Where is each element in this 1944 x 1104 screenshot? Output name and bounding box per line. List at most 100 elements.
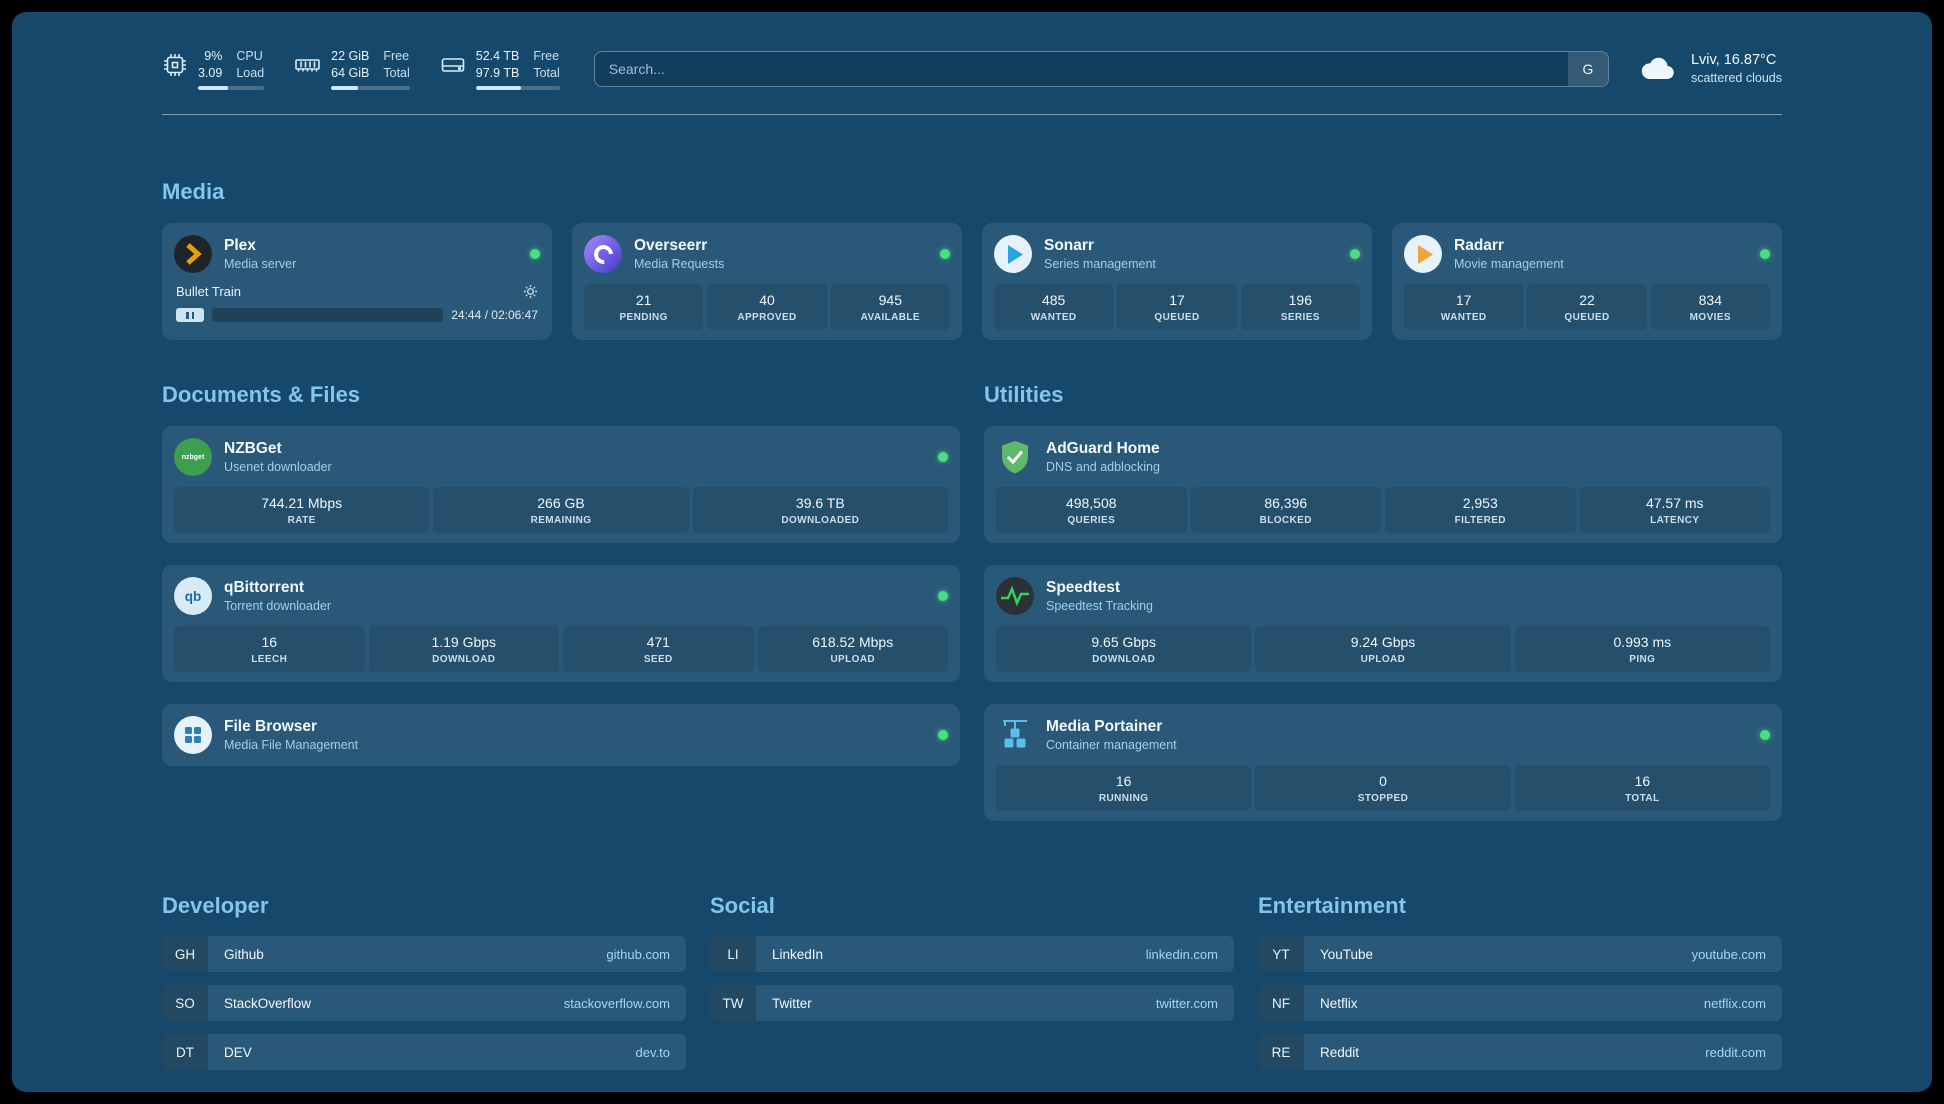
service-subtitle: Movie management (1454, 257, 1564, 271)
cpu-value: 9% (204, 49, 223, 63)
speedtest-icon (996, 577, 1034, 615)
service-name: NZBGet (224, 440, 282, 457)
service-card-sonarr[interactable]: Sonarr Series management 485 WANTED 17 QUE… (982, 223, 1372, 340)
stat-stopped: 0 STOPPED (1255, 765, 1511, 811)
bookmark-abbr: YT (1258, 936, 1304, 972)
status-dot (1760, 730, 1770, 740)
bookmark-name: Netflix (1320, 995, 1358, 1011)
bookmark-domain: stackoverflow.com (563, 995, 670, 1011)
disk-icon (440, 48, 466, 78)
service-subtitle: DNS and adblocking (1046, 460, 1160, 474)
status-dot (1350, 249, 1360, 259)
bookmark-group-title: Entertainment (1258, 893, 1406, 918)
bookmark-name: Github (224, 946, 264, 962)
disk-total-value: 97.9 TB (475, 66, 520, 80)
service-subtitle: Media server (224, 257, 297, 271)
memory-total-label: Total (383, 66, 410, 80)
cpu-progress-bar (198, 86, 265, 90)
bookmark-dev[interactable]: DT DEV dev.to (162, 1034, 686, 1070)
memory-free-label: Free (383, 49, 410, 63)
status-dot (530, 249, 540, 259)
stat-remaining: 266 GB REMAINING (433, 487, 689, 533)
service-card-qbittorrent[interactable]: qb qBittorrent Torrent downloader 16 LEEC… (162, 565, 960, 682)
service-subtitle: Media Requests (634, 257, 725, 271)
pause-icon[interactable] (176, 308, 204, 322)
service-card-radarr[interactable]: Radarr Movie management 17 WANTED 22 QUEUE… (1392, 223, 1782, 340)
dashboard-page: 9% 3.09 CPU Load (12, 12, 1932, 1092)
bookmark-linkedin[interactable]: LI LinkedIn linkedin.com (710, 936, 1234, 972)
bookmark-domain: linkedin.com (1145, 946, 1218, 962)
section-title-documents: Documents & Files (162, 382, 361, 407)
bookmark-abbr: RE (1258, 1034, 1304, 1070)
service-card-nzbget[interactable]: nzbget NZBGet Usenet downloader 744.21 M… (162, 426, 960, 543)
service-name: qBittorrent (224, 579, 305, 596)
now-playing-title: Bullet Train (176, 284, 242, 299)
adguard-icon (996, 438, 1034, 476)
bookmark-abbr: DT (162, 1034, 208, 1070)
stat-leech: 16 LEECH (174, 626, 365, 672)
service-card-filebrowser[interactable]: File Browser Media File Management (162, 704, 960, 766)
memory-icon (294, 48, 321, 78)
stat-movies: 834 MOVIES (1650, 284, 1770, 330)
service-card-overseerr[interactable]: Overseerr Media Requests 21 PENDING 40 APP… (572, 223, 962, 340)
memory-free-value: 22 GiB (331, 49, 370, 63)
portainer-icon (996, 716, 1034, 754)
stat-approved: 40 APPROVED (707, 284, 827, 330)
stat-queued: 22 QUEUED (1527, 284, 1647, 330)
service-subtitle: Usenet downloader (224, 460, 332, 474)
sonarr-icon (994, 235, 1032, 273)
cpu-load-value: 3.09 (198, 66, 223, 80)
bookmark-abbr: NF (1258, 985, 1304, 1021)
top-bar: 9% 3.09 CPU Load (162, 42, 1782, 96)
nzbget-icon: nzbget (174, 438, 212, 476)
bookmark-stackoverflow[interactable]: SO StackOverflow stackoverflow.com (162, 985, 686, 1021)
bookmark-abbr: LI (710, 936, 756, 972)
radarr-icon (1404, 235, 1442, 273)
service-card-plex[interactable]: Plex Media server Bullet Train 24:44 / 0… (162, 223, 552, 340)
stat-blocked: 86,396 BLOCKED (1190, 487, 1381, 533)
weather-condition: scattered clouds (1690, 71, 1782, 85)
weather-widget: Lviv, 16.87°C scattered clouds (1637, 51, 1782, 87)
topbar-divider (162, 114, 1782, 115)
stat-filtered: 2,953 FILTERED (1385, 487, 1576, 533)
service-card-adguard[interactable]: AdGuard Home DNS and adblocking 498,508 Q… (984, 426, 1782, 543)
stat-downloaded: 39.6 TB DOWNLOADED (692, 487, 948, 533)
overseerr-icon (584, 235, 622, 273)
service-card-speedtest[interactable]: Speedtest Speedtest Tracking 9.65 Gbps DO… (984, 565, 1782, 682)
bookmark-youtube[interactable]: YT YouTube youtube.com (1258, 936, 1782, 972)
stat-queued: 17 QUEUED (1117, 284, 1237, 330)
bookmark-twitter[interactable]: TW Twitter twitter.com (710, 985, 1234, 1021)
disk-free-value: 52.4 TB (475, 49, 520, 63)
status-dot (940, 249, 950, 259)
stat-download: 9.65 Gbps DOWNLOAD (996, 626, 1252, 672)
service-card-portainer[interactable]: Media Portainer Container management 16 R… (984, 704, 1782, 821)
service-name: Speedtest (1046, 579, 1121, 596)
stat-running: 16 RUNNING (996, 765, 1252, 811)
search-input[interactable] (594, 52, 1568, 86)
media-grid: Plex Media server Bullet Train 24:44 / 0… (162, 223, 1782, 340)
bookmark-reddit[interactable]: RE Reddit reddit.com (1258, 1034, 1782, 1070)
disk-progress-bar (475, 86, 560, 90)
bookmark-name: Reddit (1320, 1044, 1360, 1060)
service-name: AdGuard Home (1046, 440, 1160, 457)
plex-icon (174, 235, 212, 273)
stat-upload: 9.24 Gbps UPLOAD (1255, 626, 1511, 672)
service-name: Plex (224, 237, 256, 254)
bookmark-netflix[interactable]: NF Netflix netflix.com (1258, 985, 1782, 1021)
stat-pending: 21 PENDING (584, 284, 704, 330)
cpu-load-label: Load (236, 66, 265, 80)
service-subtitle: Media File Management (224, 738, 359, 752)
memory-widget: 22 GiB 64 GiB Free Total (294, 48, 410, 90)
search-provider-button[interactable]: G (1567, 52, 1608, 86)
stat-available: 945 AVAILABLE (830, 284, 950, 330)
playback-time: 24:44 / 02:06:47 (451, 308, 538, 322)
bookmark-name: YouTube (1320, 946, 1374, 962)
media-player-bar: 24:44 / 02:06:47 (174, 308, 540, 324)
bookmark-group-developer: Developer GH Github github.com SO StackO… (162, 893, 686, 1083)
bookmark-domain: github.com (606, 946, 670, 962)
section-title-utilities: Utilities (984, 382, 1064, 407)
bookmark-github[interactable]: GH Github github.com (162, 936, 686, 972)
gear-icon[interactable] (523, 284, 538, 299)
playback-progress[interactable] (212, 308, 444, 322)
cpu-widget: 9% 3.09 CPU Load (162, 48, 265, 90)
